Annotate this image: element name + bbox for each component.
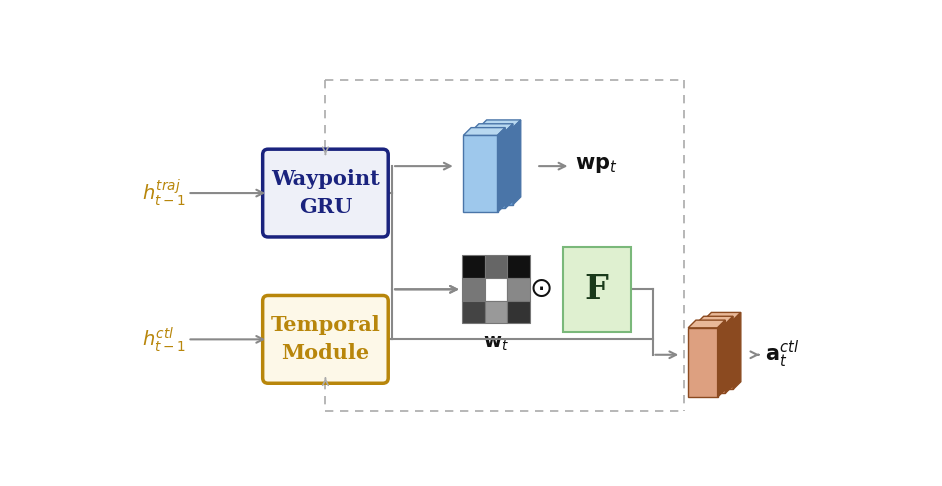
Polygon shape xyxy=(497,128,505,212)
Bar xyxy=(484,278,508,301)
Polygon shape xyxy=(505,124,513,208)
Polygon shape xyxy=(479,120,521,128)
Bar xyxy=(562,247,631,331)
Polygon shape xyxy=(696,316,733,324)
Polygon shape xyxy=(513,120,521,205)
Text: $\mathbf{a}_t^{ctl}$: $\mathbf{a}_t^{ctl}$ xyxy=(765,339,799,370)
Text: $h_{t-1}^{ctl}$: $h_{t-1}^{ctl}$ xyxy=(142,325,187,354)
Polygon shape xyxy=(718,320,725,397)
Bar xyxy=(479,128,513,205)
Bar xyxy=(696,324,725,393)
Bar xyxy=(471,132,505,208)
Text: Waypoint
GRU: Waypoint GRU xyxy=(271,169,380,217)
Text: $\mathbf{wp}_t$: $\mathbf{wp}_t$ xyxy=(575,155,618,174)
Bar xyxy=(704,320,733,389)
FancyBboxPatch shape xyxy=(263,295,388,383)
Bar xyxy=(484,256,508,278)
Bar xyxy=(463,135,497,212)
Bar xyxy=(508,256,530,278)
Text: $\odot$: $\odot$ xyxy=(528,276,551,303)
Bar xyxy=(484,301,508,323)
Polygon shape xyxy=(704,312,740,320)
Bar xyxy=(462,278,484,301)
FancyBboxPatch shape xyxy=(263,149,388,237)
Text: Temporal
Module: Temporal Module xyxy=(270,315,381,364)
Polygon shape xyxy=(689,320,725,328)
Bar xyxy=(462,301,484,323)
Text: F: F xyxy=(585,273,609,306)
Bar xyxy=(689,328,718,397)
Polygon shape xyxy=(733,312,740,389)
Polygon shape xyxy=(463,128,505,135)
Text: $\mathbf{w}_t$: $\mathbf{w}_t$ xyxy=(483,334,509,353)
Polygon shape xyxy=(725,316,733,393)
Bar xyxy=(508,278,530,301)
Polygon shape xyxy=(471,124,513,132)
Bar xyxy=(462,256,484,278)
Text: $h_{t-1}^{traj}$: $h_{t-1}^{traj}$ xyxy=(142,178,187,208)
Bar xyxy=(508,301,530,323)
